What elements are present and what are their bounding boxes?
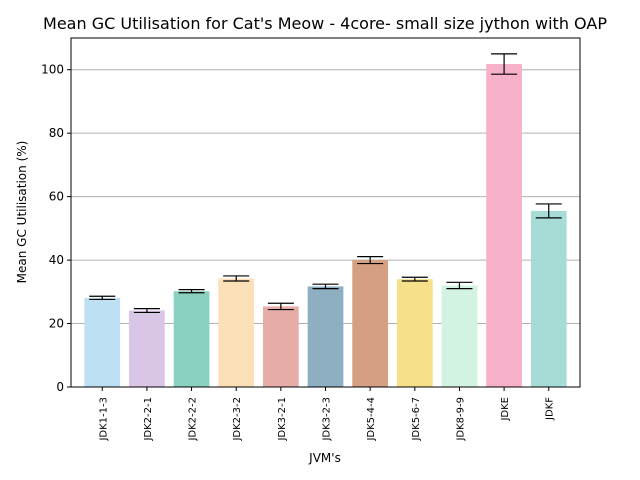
x-tick-label: JDK5-6-7	[411, 397, 422, 442]
x-tick-label: JDK2-2-2	[188, 397, 199, 442]
y-tick-label: 0	[56, 380, 64, 394]
bar	[173, 291, 210, 387]
bar	[84, 297, 121, 387]
x-tick-label: JDK2-3-2	[232, 397, 243, 442]
bar	[218, 278, 255, 387]
y-axis-label: Mean GC Utilisation (%)	[15, 141, 29, 284]
x-tick-label: JDK3-2-1	[277, 397, 288, 442]
bar	[307, 286, 344, 387]
bar	[441, 285, 478, 387]
y-tick-label: 60	[49, 190, 64, 204]
bars	[84, 64, 567, 388]
y-tick-label: 20	[49, 317, 64, 331]
bar	[396, 279, 433, 387]
x-axis: JDK1-1-3 JDK2-2-1 JDK2-2-2 JDK2-3-2 JDK3-2-1…	[98, 387, 556, 442]
bar	[530, 210, 567, 387]
bar	[486, 64, 522, 388]
bar	[262, 306, 299, 387]
y-tick-label: 80	[49, 126, 64, 140]
x-tick-label: JDKF	[545, 397, 556, 421]
error-bars	[89, 53, 562, 314]
bar	[352, 260, 389, 387]
y-tick-label: 100	[41, 63, 64, 77]
chart-title: Mean GC Utilisation for Cat's Meow - 4co…	[43, 14, 607, 33]
x-tick-label: JDK3-2-3	[322, 397, 333, 442]
y-axis: 0 20 40 60 80 100	[41, 63, 71, 394]
x-tick-label: JDKE	[500, 397, 511, 422]
y-tick-label: 40	[49, 253, 64, 267]
x-tick-label: JDK5-4-4	[366, 397, 377, 442]
x-tick-label: JDK2-2-1	[143, 397, 154, 442]
x-axis-label: JVM's	[308, 451, 341, 465]
x-tick-label: JDK8-9-9	[455, 397, 466, 442]
x-tick-label: JDK1-1-3	[98, 397, 109, 442]
bar	[129, 310, 165, 387]
